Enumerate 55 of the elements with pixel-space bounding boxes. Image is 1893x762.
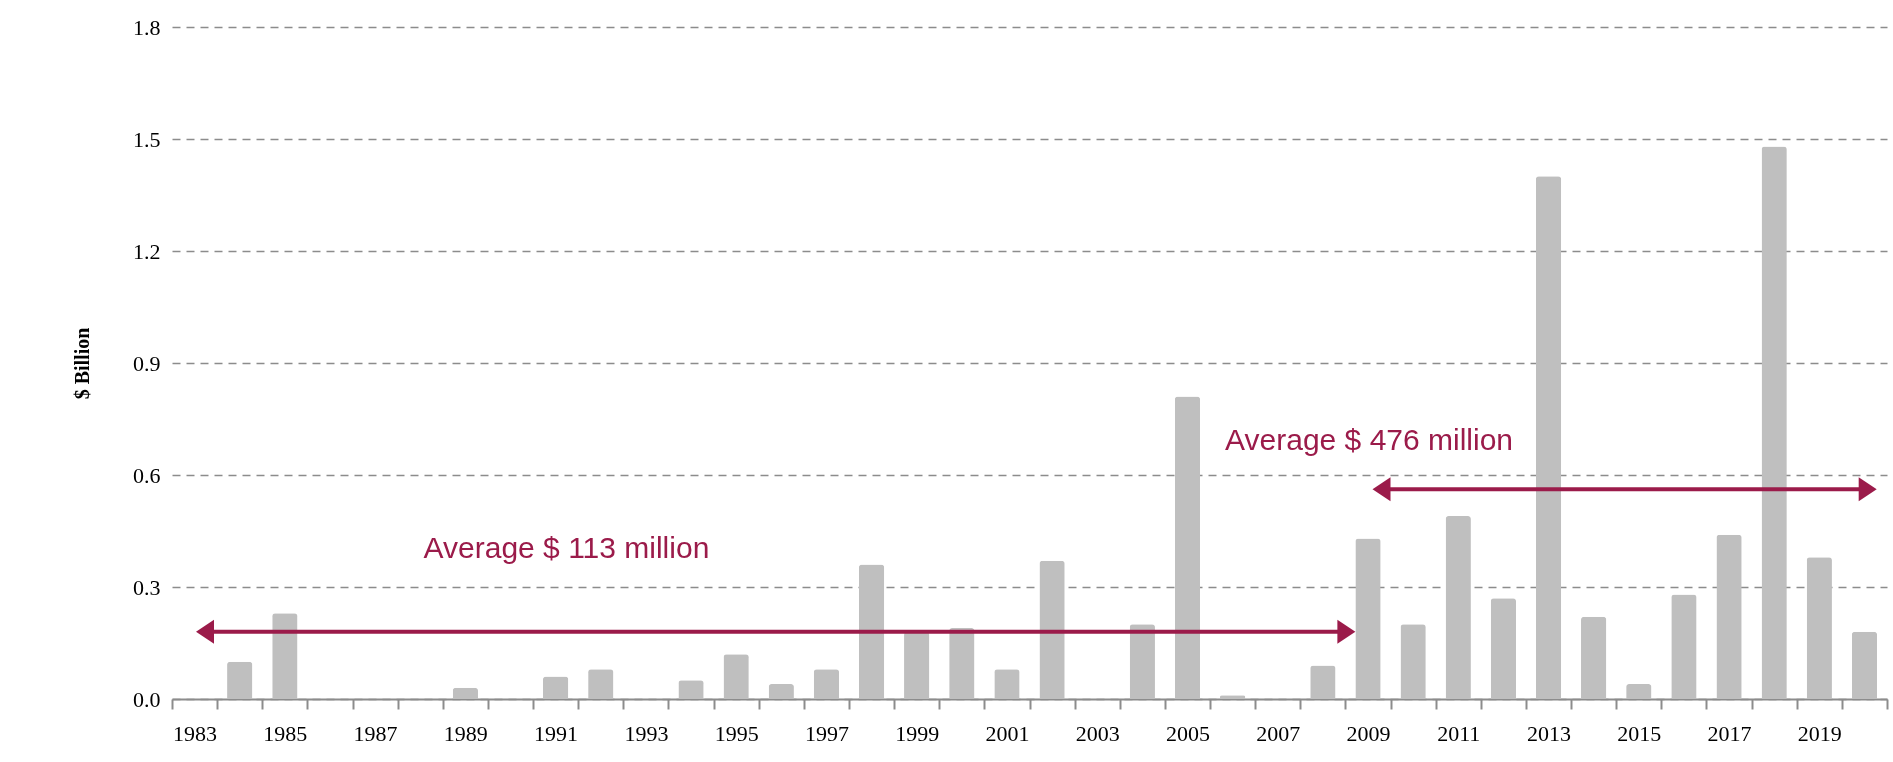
x-tick-label: 1999 bbox=[895, 720, 940, 746]
bar bbox=[1355, 538, 1381, 699]
y-tick-label: 0.6 bbox=[133, 462, 161, 488]
bar bbox=[904, 631, 930, 699]
bar bbox=[1716, 534, 1742, 699]
x-tick-label: 1997 bbox=[804, 720, 849, 746]
y-axis-title: $ Billion bbox=[71, 327, 93, 400]
y-tick-label: 1.5 bbox=[133, 126, 161, 152]
bar bbox=[994, 669, 1020, 699]
bar bbox=[678, 680, 704, 699]
x-tick-label: 2007 bbox=[1256, 720, 1301, 746]
x-tick-label: 2015 bbox=[1617, 720, 1662, 746]
x-tick-label: 1995 bbox=[714, 720, 759, 746]
bar bbox=[542, 676, 569, 699]
x-tick-label: 2009 bbox=[1346, 720, 1391, 746]
bar bbox=[1445, 516, 1471, 699]
bar bbox=[1761, 146, 1787, 699]
annotation: Average $ 113 million bbox=[423, 530, 710, 564]
y-tick-label: 0.0 bbox=[133, 686, 161, 712]
x-tick-label: 1985 bbox=[263, 720, 308, 746]
bar bbox=[1671, 594, 1697, 699]
bar bbox=[858, 564, 885, 699]
x-tick-label: 1989 bbox=[443, 720, 488, 746]
bar bbox=[588, 669, 614, 699]
bar bbox=[1400, 624, 1426, 699]
y-tick-label: 1.2 bbox=[133, 238, 161, 264]
x-tick-label: 2017 bbox=[1707, 720, 1752, 746]
x-tick-label: 2011 bbox=[1437, 720, 1481, 746]
x-tick-label: 2013 bbox=[1527, 720, 1572, 746]
bar bbox=[1806, 557, 1832, 699]
bar bbox=[1535, 176, 1562, 699]
bar bbox=[1490, 598, 1517, 699]
bar bbox=[813, 669, 840, 699]
bar bbox=[1851, 631, 1878, 699]
y-tick-label: 1.8 bbox=[133, 14, 161, 40]
x-tick-label: 2019 bbox=[1797, 720, 1842, 746]
x-tick-label: 1987 bbox=[353, 720, 398, 746]
x-tick-label: 2003 bbox=[1075, 720, 1120, 746]
y-tick-label: 0.9 bbox=[133, 350, 161, 376]
bar bbox=[452, 687, 478, 699]
bar bbox=[1174, 396, 1201, 699]
x-tick-label: 1983 bbox=[173, 720, 218, 746]
x-tick-label: 1991 bbox=[534, 720, 579, 746]
y-tick-label: 0.3 bbox=[133, 574, 161, 600]
x-tick-label: 2001 bbox=[985, 720, 1030, 746]
x-tick-label: 2005 bbox=[1165, 720, 1210, 746]
bar bbox=[723, 654, 749, 699]
bar bbox=[1626, 684, 1652, 699]
bar bbox=[1310, 665, 1336, 699]
annotation: Average $ 476 million bbox=[1225, 423, 1514, 457]
x-tick-label: 1993 bbox=[624, 720, 669, 746]
bar bbox=[227, 661, 253, 699]
bar bbox=[768, 684, 794, 699]
bar bbox=[1039, 560, 1065, 699]
bar bbox=[1581, 616, 1607, 699]
